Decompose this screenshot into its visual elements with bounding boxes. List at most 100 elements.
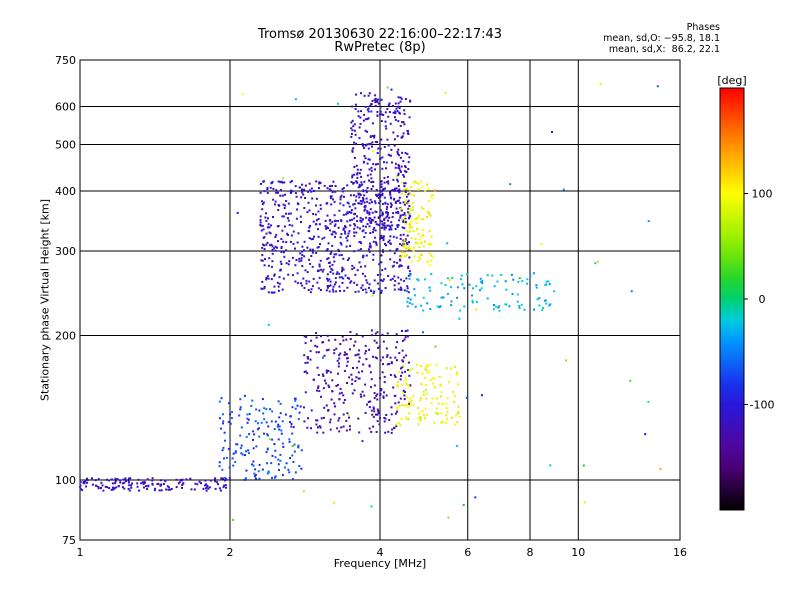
data-point	[357, 371, 360, 374]
data-point	[430, 194, 433, 197]
data-point	[325, 349, 328, 352]
data-point	[283, 207, 286, 210]
data-point	[288, 260, 291, 263]
data-point	[408, 277, 411, 280]
data-point	[413, 288, 416, 291]
data-point	[328, 265, 331, 268]
data-point	[362, 254, 365, 257]
data-point	[373, 216, 376, 219]
data-point	[371, 334, 374, 337]
data-point	[406, 285, 409, 288]
data-point	[232, 464, 235, 467]
data-point	[326, 334, 329, 337]
data-point	[303, 406, 305, 409]
data-point	[390, 228, 393, 231]
data-point	[289, 240, 292, 243]
data-point	[404, 98, 407, 100]
data-point	[364, 352, 367, 355]
y-tick-label: 400	[55, 185, 76, 198]
data-point	[409, 248, 411, 250]
data-point	[369, 198, 372, 201]
data-point	[416, 363, 419, 366]
data-point	[331, 191, 334, 194]
data-point	[335, 290, 338, 293]
data-point	[583, 501, 586, 504]
data-point	[229, 413, 231, 416]
data-point	[272, 216, 274, 218]
data-point	[394, 412, 397, 415]
data-point	[433, 377, 436, 380]
data-point	[273, 443, 276, 446]
x-tick-label: 2	[227, 546, 234, 559]
data-point	[374, 97, 377, 100]
data-point	[379, 147, 382, 150]
data-point	[325, 289, 328, 292]
data-point	[382, 363, 384, 366]
data-point	[434, 386, 436, 389]
data-point	[345, 213, 348, 216]
data-point	[309, 358, 312, 361]
data-point	[151, 483, 154, 486]
data-point	[418, 256, 421, 259]
data-point	[261, 254, 264, 257]
data-point	[342, 204, 345, 207]
data-point	[529, 274, 532, 277]
data-point	[377, 412, 380, 415]
data-point	[395, 107, 398, 110]
data-point	[424, 376, 427, 379]
data-point	[407, 168, 410, 170]
data-point	[289, 181, 292, 184]
data-point	[322, 431, 325, 434]
data-point	[282, 277, 285, 280]
data-point	[263, 190, 266, 193]
data-point	[263, 236, 266, 239]
data-point	[336, 427, 339, 430]
data-point	[430, 235, 433, 238]
data-point	[417, 188, 420, 191]
data-point	[401, 392, 404, 395]
data-point	[399, 100, 402, 103]
data-point	[380, 234, 383, 237]
data-point	[366, 200, 369, 203]
data-point	[270, 420, 273, 423]
data-point	[402, 214, 405, 216]
data-point	[265, 232, 268, 235]
data-point	[353, 213, 356, 216]
data-point	[380, 289, 383, 292]
data-point	[427, 188, 430, 190]
data-point	[376, 152, 379, 154]
data-point	[299, 252, 302, 255]
data-point	[364, 129, 367, 132]
data-point	[386, 86, 389, 89]
data-point	[180, 479, 183, 482]
data-point	[342, 228, 345, 231]
data-point	[159, 479, 162, 482]
data-point	[193, 488, 196, 491]
data-point	[316, 366, 319, 369]
data-point	[321, 237, 324, 240]
data-point	[408, 226, 411, 229]
data-point	[361, 218, 364, 221]
data-point	[346, 184, 349, 187]
data-point	[428, 243, 431, 246]
data-point	[430, 273, 433, 276]
data-point	[81, 489, 84, 492]
data-point	[280, 246, 283, 248]
data-point	[311, 285, 314, 288]
data-point	[396, 341, 399, 344]
data-point	[406, 129, 409, 132]
data-point	[409, 222, 412, 225]
data-point	[421, 185, 424, 188]
data-point	[368, 211, 371, 214]
data-point	[440, 391, 443, 394]
data-point	[294, 399, 297, 402]
data-point	[308, 209, 311, 212]
data-point	[456, 421, 459, 424]
data-point	[481, 282, 484, 285]
data-point	[403, 215, 406, 218]
data-point	[326, 214, 329, 217]
data-point	[363, 147, 366, 149]
data-point	[350, 181, 353, 183]
data-point	[379, 215, 381, 217]
data-point	[400, 170, 402, 173]
